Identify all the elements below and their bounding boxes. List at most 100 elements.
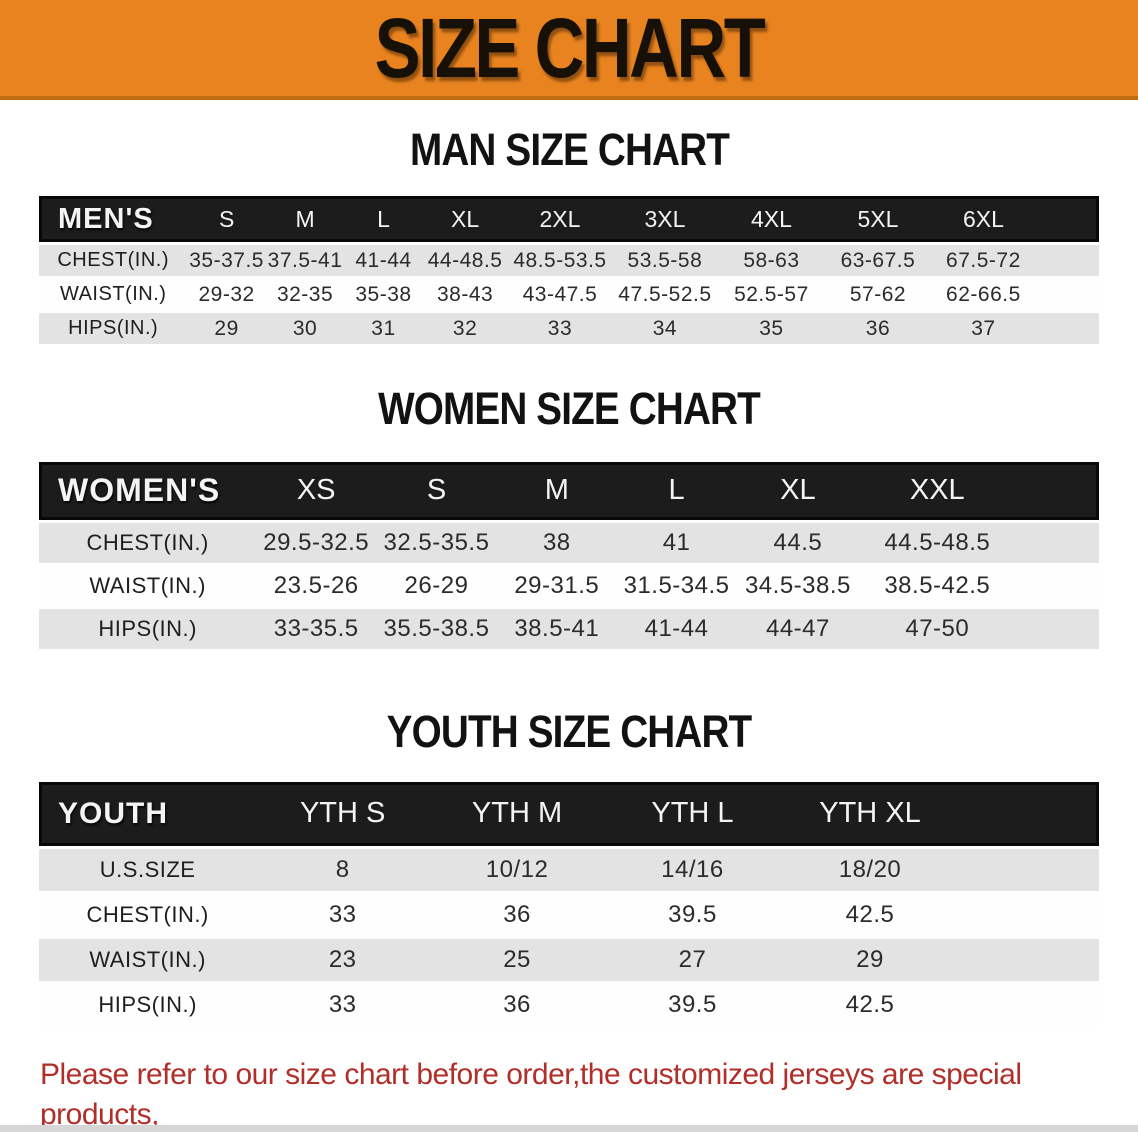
table-cell: 32-35 — [265, 279, 345, 311]
bottom-bar — [0, 1125, 1138, 1132]
table-cell: 43-47.5 — [507, 279, 613, 311]
youth-section-heading: YOUTH SIZE CHART — [0, 705, 1138, 757]
table-cell: 41 — [616, 522, 737, 563]
row-label: HIPS(IN.) — [39, 313, 188, 345]
column-header: XS — [256, 461, 377, 520]
spacer-cell — [1015, 565, 1099, 606]
table-cell: 41-44 — [616, 608, 737, 649]
youth-section-heading-text: YOUTH SIZE CHART — [386, 705, 753, 757]
table-row: HIPS(IN.) 29 30 31 32 33 34 35 36 37 — [39, 313, 1099, 345]
disclaimer-text: Please refer to our size chart before or… — [40, 1055, 1138, 1132]
men-section-heading-text: MAN SIZE CHART — [409, 124, 729, 175]
column-header: M — [265, 196, 345, 243]
table-row: WAIST(IN.) 29-32 32-35 35-38 38-43 43-47… — [39, 279, 1099, 311]
spacer-cell — [960, 781, 1099, 846]
column-header: 2XL — [507, 196, 613, 243]
table-cell: 8 — [256, 848, 430, 891]
women-group-label: WOMEN'S — [39, 461, 257, 520]
row-label: CHEST(IN.) — [39, 245, 188, 277]
table-cell: 36 — [429, 893, 606, 936]
table-cell: 37 — [930, 313, 1037, 345]
men-section-heading: MAN SIZE CHART — [0, 124, 1138, 175]
column-header: 3XL — [612, 196, 718, 243]
row-label: HIPS(IN.) — [39, 983, 257, 1026]
table-cell: 44-48.5 — [422, 245, 508, 277]
spacer-cell — [960, 848, 1099, 891]
spacer-cell — [1036, 245, 1099, 277]
column-header: S — [376, 461, 497, 520]
table-header-row: WOMEN'S XS S M L XL XXL — [39, 461, 1099, 520]
row-label: WAIST(IN.) — [39, 279, 188, 311]
table-cell: 62-66.5 — [930, 279, 1037, 311]
column-header: 4XL — [717, 196, 826, 243]
table-cell: 44.5 — [736, 522, 860, 563]
table-cell: 10/12 — [429, 848, 606, 891]
spacer-cell — [1015, 608, 1099, 649]
column-header: M — [496, 461, 617, 520]
table-cell: 35 — [717, 313, 826, 345]
table-cell: 33 — [507, 313, 613, 345]
column-header: L — [616, 461, 737, 520]
row-label: CHEST(IN.) — [39, 522, 257, 563]
table-cell: 57-62 — [825, 279, 931, 311]
table-cell: 35.5-38.5 — [376, 608, 497, 649]
table-cell: 23 — [256, 938, 430, 981]
disclaimer-line-1: Please refer to our size chart before or… — [40, 1057, 1022, 1131]
table-cell: 29-32 — [187, 279, 266, 311]
table-cell: 37.5-41 — [265, 245, 345, 277]
row-label: U.S.SIZE — [39, 848, 257, 891]
table-cell: 31.5-34.5 — [616, 565, 737, 606]
table-cell: 38.5-42.5 — [859, 565, 1016, 606]
spacer-cell — [1036, 279, 1099, 311]
youth-size-chart-section: YOUTH SIZE CHART YOUTH YTH S YTH M YTH L… — [0, 705, 1138, 1029]
table-row: U.S.SIZE 8 10/12 14/16 18/20 — [39, 848, 1099, 891]
row-label: WAIST(IN.) — [39, 565, 257, 606]
table-cell: 31 — [344, 313, 423, 345]
women-section-heading-text: WOMEN SIZE CHART — [378, 383, 761, 435]
women-section-heading: WOMEN SIZE CHART — [0, 383, 1138, 435]
youth-group-label: YOUTH — [39, 781, 257, 846]
table-cell: 39.5 — [605, 893, 780, 936]
banner: SIZE CHART — [0, 0, 1138, 100]
spacer-cell — [1036, 313, 1099, 345]
table-cell: 47-50 — [859, 608, 1016, 649]
table-cell: 29 — [187, 313, 266, 345]
table-cell: 33 — [256, 983, 430, 1026]
table-cell: 35-37.5 — [187, 245, 266, 277]
table-cell: 23.5-26 — [256, 565, 377, 606]
table-cell: 35-38 — [344, 279, 423, 311]
table-cell: 30 — [265, 313, 345, 345]
table-header-row: YOUTH YTH S YTH M YTH L YTH XL — [39, 781, 1099, 846]
table-cell: 32.5-35.5 — [376, 522, 497, 563]
table-cell: 14/16 — [605, 848, 780, 891]
men-group-label: MEN'S — [39, 196, 188, 243]
banner-title: SIZE CHART — [374, 0, 766, 95]
table-cell: 32 — [422, 313, 508, 345]
column-header: XL — [736, 461, 860, 520]
table-cell: 18/20 — [779, 848, 961, 891]
table-header-row: MEN'S S M L XL 2XL 3XL 4XL 5XL 6XL — [39, 196, 1099, 243]
table-cell: 34 — [612, 313, 718, 345]
spacer-cell — [960, 893, 1099, 936]
column-header: YTH L — [605, 781, 780, 846]
table-cell: 29.5-32.5 — [256, 522, 377, 563]
table-row: CHEST(IN.) 35-37.5 37.5-41 41-44 44-48.5… — [39, 245, 1099, 277]
table-cell: 29-31.5 — [496, 565, 617, 606]
column-header: YTH M — [429, 781, 606, 846]
table-row: WAIST(IN.) 23 25 27 29 — [39, 938, 1099, 981]
column-header: L — [344, 196, 423, 243]
table-cell: 38-43 — [422, 279, 508, 311]
table-cell: 27 — [605, 938, 780, 981]
table-row: CHEST(IN.) 29.5-32.5 32.5-35.5 38 41 44.… — [39, 522, 1099, 563]
table-cell: 33-35.5 — [256, 608, 377, 649]
table-cell: 26-29 — [376, 565, 497, 606]
table-cell: 53.5-58 — [612, 245, 718, 277]
table-cell: 48.5-53.5 — [507, 245, 613, 277]
table-cell: 36 — [825, 313, 931, 345]
youth-size-table: YOUTH YTH S YTH M YTH L YTH XL U.S.SIZE … — [39, 779, 1099, 1029]
spacer-cell — [1015, 522, 1099, 563]
table-cell: 44.5-48.5 — [859, 522, 1016, 563]
women-size-chart-section: WOMEN SIZE CHART WOMEN'S XS S M L XL XXL — [0, 385, 1138, 651]
table-cell: 36 — [429, 983, 606, 1026]
spacer-cell — [1036, 196, 1099, 243]
